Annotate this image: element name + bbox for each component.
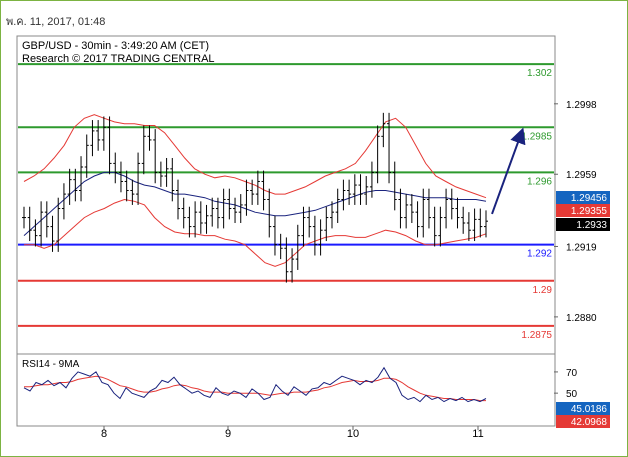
- rsi-axis-label: 50: [566, 389, 578, 400]
- bollinger-upper-line: [23, 114, 487, 199]
- level-label: 1.2875: [521, 330, 552, 341]
- time-axis-label: 8: [101, 428, 107, 440]
- price-badge-label: 1.29355: [571, 206, 608, 217]
- rsi-ma-line: [24, 375, 486, 402]
- bollinger-lower-line: [24, 198, 487, 267]
- price-axis-label: 1.2959: [566, 170, 597, 181]
- price-badge: [556, 191, 610, 204]
- price-axis-label: 1.2919: [566, 242, 597, 253]
- price-badge: [556, 218, 610, 231]
- moving-average-line: [23, 171, 487, 236]
- price-axis-label: 1.2880: [566, 313, 597, 324]
- date-time-label: พ.ค. 11, 2017, 01:48: [6, 16, 106, 28]
- chart-subtitle: Research © 2017 TRADING CENTRAL: [22, 53, 215, 65]
- rsi-label: RSI14 - 9MA: [22, 359, 80, 370]
- rsi-panel-border: [16, 353, 556, 427]
- price-badge-label: 1.29456: [571, 193, 608, 204]
- level-label: 1.292: [527, 249, 552, 260]
- rsi-line: [23, 366, 487, 403]
- rsi-badge-label: 45.0186: [571, 404, 608, 415]
- level-label: 1.296: [527, 176, 552, 187]
- level-label: 1.302: [527, 68, 552, 79]
- main-panel-border: [16, 35, 556, 355]
- time-axis-label: 11: [472, 428, 483, 440]
- time-axis-label: 10: [347, 428, 359, 440]
- level-label: 1.2985: [521, 131, 552, 142]
- forecast-arrow: [491, 127, 526, 215]
- rsi-axis-label: 70: [566, 368, 578, 379]
- price-badge: [556, 204, 610, 217]
- rsi-badge: [556, 415, 610, 428]
- chart-title: GBP/USD - 30min - 3:49:20 AM (CET): [22, 40, 209, 52]
- level-label: 1.29: [533, 285, 553, 296]
- time-axis-label: 9: [225, 428, 231, 440]
- price-axis-label: 1.2998: [566, 100, 597, 111]
- price-badge-label: 1.2933: [576, 220, 607, 231]
- rsi-badge-label: 42.0968: [571, 417, 608, 428]
- rsi-badge: [556, 402, 610, 415]
